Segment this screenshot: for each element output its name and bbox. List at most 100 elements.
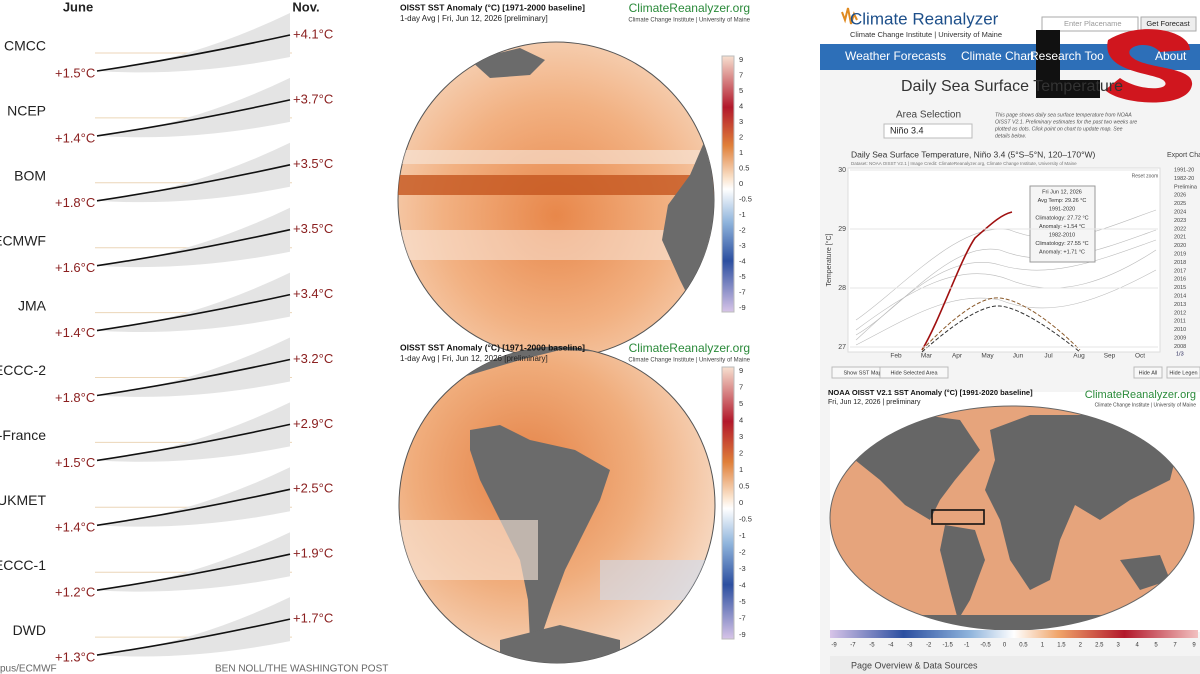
forecast-line — [96, 228, 291, 267]
forecast-line — [96, 618, 291, 656]
scale-label: 1 — [739, 148, 743, 157]
colorbar-label: 9 — [1192, 643, 1196, 649]
button[interactable] — [879, 366, 949, 379]
y-tick-label: 28 — [838, 285, 846, 292]
colorbar-label: -9 — [831, 643, 837, 649]
scale-label: 0.5 — [739, 481, 749, 490]
page-title: Daily Sea Surface Temperature — [901, 78, 1123, 95]
scale-label: 5 — [739, 399, 743, 408]
scale-label: 3 — [739, 117, 743, 126]
legend-item: 2008 — [1174, 344, 1186, 350]
tooltip-box — [1029, 185, 1096, 263]
end-value: +3.4°C — [293, 286, 333, 301]
colorbar-label: -5 — [869, 643, 875, 649]
scale-label: 5 — [739, 86, 743, 95]
model-name: NCEP — [7, 103, 46, 119]
map-title: OISST SST Anomaly (°C) [1971-2000 baseli… — [400, 2, 585, 12]
legend-item: 2013 — [1174, 302, 1186, 308]
area-select[interactable] — [883, 123, 973, 139]
legend-item: 2012 — [1174, 310, 1186, 316]
watermark-logo — [1036, 29, 1193, 103]
nav-item[interactable]: Climate Chart — [961, 49, 1035, 63]
end-value: +3.2°C — [293, 351, 333, 366]
reset: Reset zoom — [1132, 173, 1159, 179]
spread-band — [97, 142, 290, 203]
scale-label: 3 — [739, 432, 743, 441]
forecast-line — [96, 164, 291, 202]
legend-item: 1991-20 — [1174, 167, 1194, 173]
scale-label: -7 — [739, 613, 746, 622]
search-box[interactable] — [1041, 16, 1139, 32]
spread-band — [97, 467, 290, 527]
nav-item[interactable]: Weather Forecasts — [845, 49, 946, 63]
colorbar-label: 2.5 — [1095, 643, 1104, 649]
start-value: +1.8°C — [55, 390, 95, 405]
colorbar-label: 2 — [1079, 643, 1083, 649]
button[interactable] — [1166, 366, 1200, 379]
climatology-1982 — [921, 305, 1081, 353]
colorbar-label: 1.5 — [1057, 643, 1066, 649]
scale-label: -1 — [739, 531, 746, 540]
button[interactable] — [1133, 366, 1163, 379]
colorbar-label: -3 — [907, 643, 913, 649]
world-map — [829, 405, 1195, 631]
legend-item: 2020 — [1174, 243, 1186, 249]
button-label[interactable]: Hide Legen — [1169, 370, 1197, 376]
footer-bar — [830, 656, 1200, 674]
x-tick-label: Aug — [1073, 353, 1085, 360]
forecast-line — [96, 423, 291, 462]
legend-item: 2022 — [1174, 226, 1186, 232]
map-title: NOAA OISST V2.1 SST Anomaly (°C) [1991-2… — [828, 388, 1033, 397]
nav-item[interactable]: About — [1155, 49, 1187, 63]
model-name: ECCC-2 — [0, 362, 46, 378]
chart-title: Daily Sea Surface Temperature, Niño 3.4 … — [851, 149, 1096, 159]
scale-bar-1 — [721, 55, 735, 313]
end-value: +4.1°C — [293, 26, 333, 41]
logo-sub: Climate Change Institute | University of… — [850, 30, 1002, 39]
scale-label: -3 — [739, 241, 746, 250]
forecast-line — [96, 553, 291, 591]
forecast-line — [96, 488, 291, 527]
spread-band — [97, 77, 290, 138]
colorbar-label: 3 — [1117, 643, 1121, 649]
legend-item: 2024 — [1174, 209, 1186, 215]
legend-item: 2015 — [1174, 285, 1186, 291]
institute: Climate Change Institute | University of… — [628, 358, 750, 364]
map-title: OISST SST Anomaly (°C) [1971-2000 baseli… — [400, 342, 585, 352]
map-institute: Climate Change Institute | University of… — [1095, 402, 1197, 408]
colorbar-label: -1.5 — [943, 643, 954, 649]
button-label[interactable]: Hide All — [1139, 370, 1158, 376]
footer[interactable]: Page Overview & Data Sources — [851, 660, 978, 670]
legend-item: 2023 — [1174, 218, 1186, 224]
button-label[interactable]: Hide Selected Area — [890, 370, 938, 376]
scale-label: 9 — [739, 55, 743, 64]
tooltip-line: 1991-2020 — [1049, 207, 1075, 213]
scale-label: -0.5 — [739, 514, 752, 523]
button-label[interactable]: Show SST Map — [843, 370, 881, 376]
scale-bar-2 — [721, 366, 735, 640]
scale-label: -9 — [739, 303, 746, 312]
scale-label: 2 — [739, 448, 743, 457]
colorbar-label: 0 — [1003, 643, 1007, 649]
spread-band — [97, 13, 290, 73]
tooltip-line: Anomaly: +1.54 °C — [1039, 224, 1085, 230]
tooltip-line: Avg Temp: 29.26 °C — [1038, 198, 1087, 204]
search-button[interactable] — [1140, 16, 1197, 32]
tooltip-line: Climatology: 27.55 °C — [1035, 241, 1088, 247]
map-subtitle: 1-day Avg | Fri, Jun 12, 2026 [prelimina… — [400, 14, 548, 23]
description: OISST V2.1. Preliminary estimates for th… — [995, 119, 1137, 125]
x-tick-label: May — [981, 353, 994, 360]
tooltip-line: Anomaly: +1.71 °C — [1039, 250, 1085, 256]
source: pus/ECMWF — [0, 664, 57, 674]
logo-icon — [841, 7, 858, 25]
map-subtitle: Fri, Jun 12, 2026 | preliminary — [828, 399, 921, 406]
scale-label: 1 — [739, 465, 743, 474]
description: plotted as dots. Click point on chart to… — [994, 126, 1123, 132]
scale-label: -0.5 — [739, 194, 752, 203]
colorbar-label: -2 — [926, 643, 932, 649]
x-tick-label: Feb — [890, 353, 902, 360]
nav-item[interactable]: Research Too — [1030, 49, 1104, 63]
legend-item: 2026 — [1174, 193, 1186, 199]
scale-label: 0 — [739, 179, 743, 188]
